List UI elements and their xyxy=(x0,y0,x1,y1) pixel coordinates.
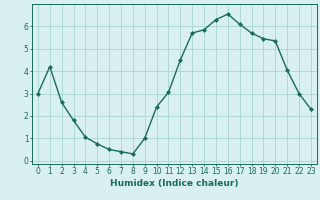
X-axis label: Humidex (Indice chaleur): Humidex (Indice chaleur) xyxy=(110,179,239,188)
